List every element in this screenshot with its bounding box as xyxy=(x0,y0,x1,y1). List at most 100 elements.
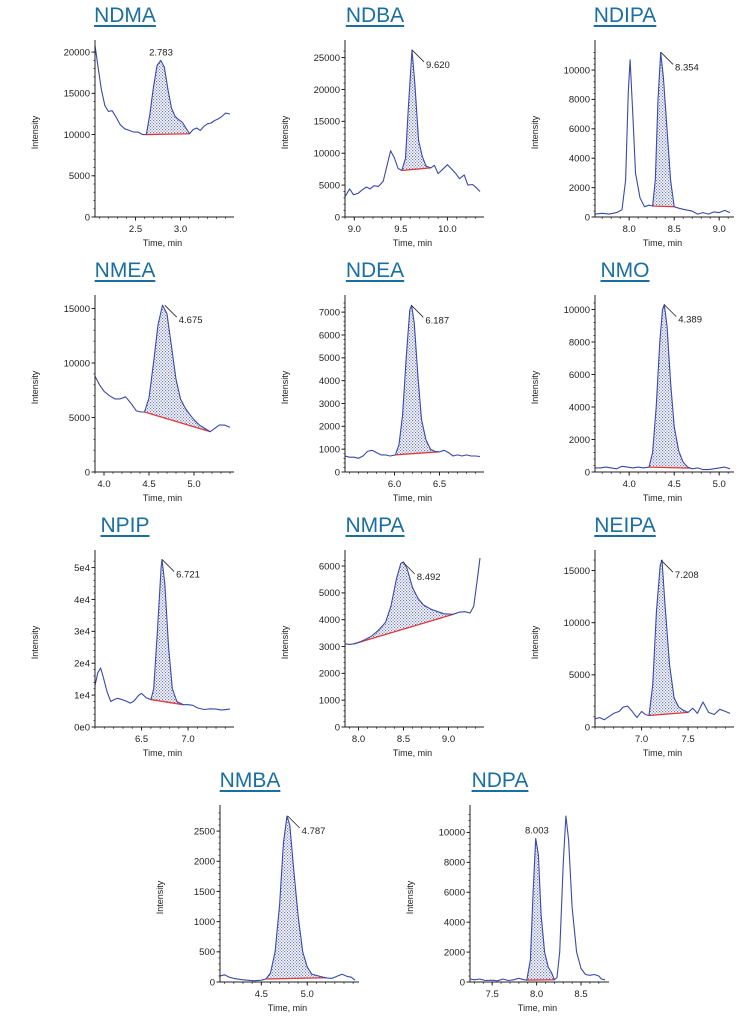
chromatogram-panel-ndba: NDBA 0 5000 10000 15000 20000 25000 9.0 9.5 10.0 T… xyxy=(250,0,500,252)
x-tick-label: 4.5 xyxy=(142,479,155,490)
y-tick-label: 6000 xyxy=(319,330,340,341)
y-tick-label: 0 xyxy=(85,212,90,223)
chart-title[interactable]: NDMA xyxy=(94,4,156,27)
y-tick-label: 1500 xyxy=(194,887,215,898)
x-tick-label: 8.0 xyxy=(623,224,636,235)
peak-rt-label: 6.187 xyxy=(425,315,449,326)
chromatogram-trace xyxy=(95,559,231,711)
y-tick-label: 4000 xyxy=(319,615,340,626)
chart-title[interactable]: NPIP xyxy=(100,514,150,537)
peak-rt-label: 4.675 xyxy=(179,315,203,326)
peak-rt-label: 8.003 xyxy=(525,825,549,836)
chromatogram-trace xyxy=(470,815,606,982)
x-axis-title: Time, min xyxy=(643,493,682,503)
x-tick-label: 4.0 xyxy=(97,479,110,490)
y-tick-label: 1e4 xyxy=(74,690,90,701)
chart-svg: 0 2000 4000 6000 8000 10000 4.0 4.5 5.0 Time, min… xyxy=(530,295,734,503)
peak-baseline xyxy=(648,466,691,469)
y-tick-label: 8000 xyxy=(569,95,590,106)
chart-title[interactable]: NDBA xyxy=(345,4,405,27)
x-tick-label: 10.0 xyxy=(438,224,457,235)
peak-label-leader xyxy=(287,815,300,829)
chart-title[interactable]: NMPA xyxy=(345,514,405,537)
chart-svg: 0 2000 4000 6000 8000 10000 7.5 8.0 8.5 Time, min… xyxy=(405,805,609,1013)
peak-rt-label: 7.208 xyxy=(675,570,699,581)
chart-title[interactable]: NDIPA xyxy=(593,4,657,27)
peak-baseline xyxy=(395,451,439,456)
y-tick-label: 2000 xyxy=(444,947,465,958)
peak-label-leader xyxy=(164,304,178,318)
x-tick-label: 2.5 xyxy=(129,224,142,235)
y-tick-label: 10000 xyxy=(439,828,465,839)
y-tick-label: 6000 xyxy=(444,888,465,899)
chart-svg: 0 5000 10000 15000 20000 25000 9.0 9.5 10.0 Time,… xyxy=(280,40,484,248)
peak-label-leader xyxy=(411,305,424,318)
chart-title[interactable]: NMBA xyxy=(219,769,281,792)
chart-svg: 0 2000 4000 6000 8000 10000 8.0 8.5 9.0 Time, min… xyxy=(530,40,734,248)
chromatogram-panel-nmpa: NMPA 0 1000 2000 3000 4000 5000 6000 8.0 8.5 9.0 Ti… xyxy=(250,510,500,762)
y-tick-label: 4000 xyxy=(444,917,465,928)
x-axis-title: Time, min xyxy=(643,238,682,248)
x-tick-label: 4.5 xyxy=(255,989,268,1000)
x-axis-title: Time, min xyxy=(143,238,182,248)
y-tick-label: 10000 xyxy=(64,130,90,141)
peak-label-leader xyxy=(663,304,677,317)
y-tick-label: 10000 xyxy=(564,305,590,316)
x-tick-label: 3.0 xyxy=(174,224,187,235)
x-axis-title: Time, min xyxy=(143,748,182,758)
y-axis-title: Intensity xyxy=(280,625,290,659)
chromatogram-panel-nmba: NMBA 0 500 1000 1500 2000 2500 4.5 5.0 Time, min I… xyxy=(125,765,375,1017)
x-tick-label: 4.5 xyxy=(668,479,681,490)
y-tick-label: 5000 xyxy=(319,180,340,191)
y-tick-label: 5000 xyxy=(319,353,340,364)
x-tick-label: 9.0 xyxy=(348,224,361,235)
y-tick-label: 0 xyxy=(335,212,340,223)
x-tick-label: 7.0 xyxy=(181,734,194,745)
peak-area xyxy=(649,560,689,716)
chart-title[interactable]: NDEA xyxy=(345,259,405,282)
y-tick-label: 2500 xyxy=(194,826,215,837)
peak-label-leader xyxy=(660,52,674,65)
y-tick-label: 6000 xyxy=(569,370,590,381)
x-tick-label: 6.5 xyxy=(135,734,148,745)
y-tick-label: 0 xyxy=(585,722,590,733)
y-tick-label: 10000 xyxy=(564,618,590,629)
peak-baseline xyxy=(150,698,184,706)
y-tick-label: 10000 xyxy=(314,149,340,160)
y-tick-label: 4e4 xyxy=(74,595,90,606)
peak-rt-label: 4.389 xyxy=(678,315,702,326)
x-tick-label: 8.5 xyxy=(397,734,410,745)
y-axis-title: Intensity xyxy=(530,625,540,659)
y-tick-label: 2e4 xyxy=(74,659,90,670)
y-tick-label: 1000 xyxy=(194,917,215,928)
peak-baseline xyxy=(265,977,326,980)
y-axis-title: Intensity xyxy=(30,370,40,404)
y-axis-title: Intensity xyxy=(30,115,40,149)
y-tick-label: 15000 xyxy=(564,566,590,577)
y-tick-label: 500 xyxy=(199,947,215,958)
chromatogram-panel-ndipa: NDIPA 0 2000 4000 6000 8000 10000 8.0 8.5 9.0 Time… xyxy=(500,0,750,252)
x-axis-title: Time, min xyxy=(393,493,432,503)
y-tick-label: 5000 xyxy=(69,171,90,182)
chart-title[interactable]: NEIPA xyxy=(594,514,656,537)
x-tick-label: 5.0 xyxy=(301,989,314,1000)
x-tick-label: 9.0 xyxy=(713,224,726,235)
chromatogram-trace xyxy=(95,304,231,433)
y-tick-label: 3000 xyxy=(319,399,340,410)
y-tick-label: 6000 xyxy=(319,561,340,572)
chart-svg: 0 1000 2000 3000 4000 5000 6000 8.0 8.5 9.0 Time, … xyxy=(280,550,484,758)
chart-title[interactable]: NMO xyxy=(600,259,650,282)
y-tick-label: 8000 xyxy=(569,337,590,348)
chart-title[interactable]: NDPA xyxy=(471,769,529,792)
y-tick-label: 10000 xyxy=(64,358,90,369)
y-tick-label: 20000 xyxy=(314,85,340,96)
x-tick-label: 8.5 xyxy=(574,989,587,1000)
x-tick-label: 6.0 xyxy=(388,479,401,490)
x-tick-label: 5.0 xyxy=(713,479,726,490)
x-tick-label: 8.0 xyxy=(352,734,365,745)
chart-title[interactable]: NMEA xyxy=(94,259,156,282)
peak-label-leader xyxy=(411,49,425,63)
peak-rt-label: 9.620 xyxy=(426,60,450,71)
chart-svg: 0 5000 10000 15000 20000 2.5 3.0 Time, min Inten… xyxy=(30,40,234,248)
y-tick-label: 0 xyxy=(335,467,340,478)
